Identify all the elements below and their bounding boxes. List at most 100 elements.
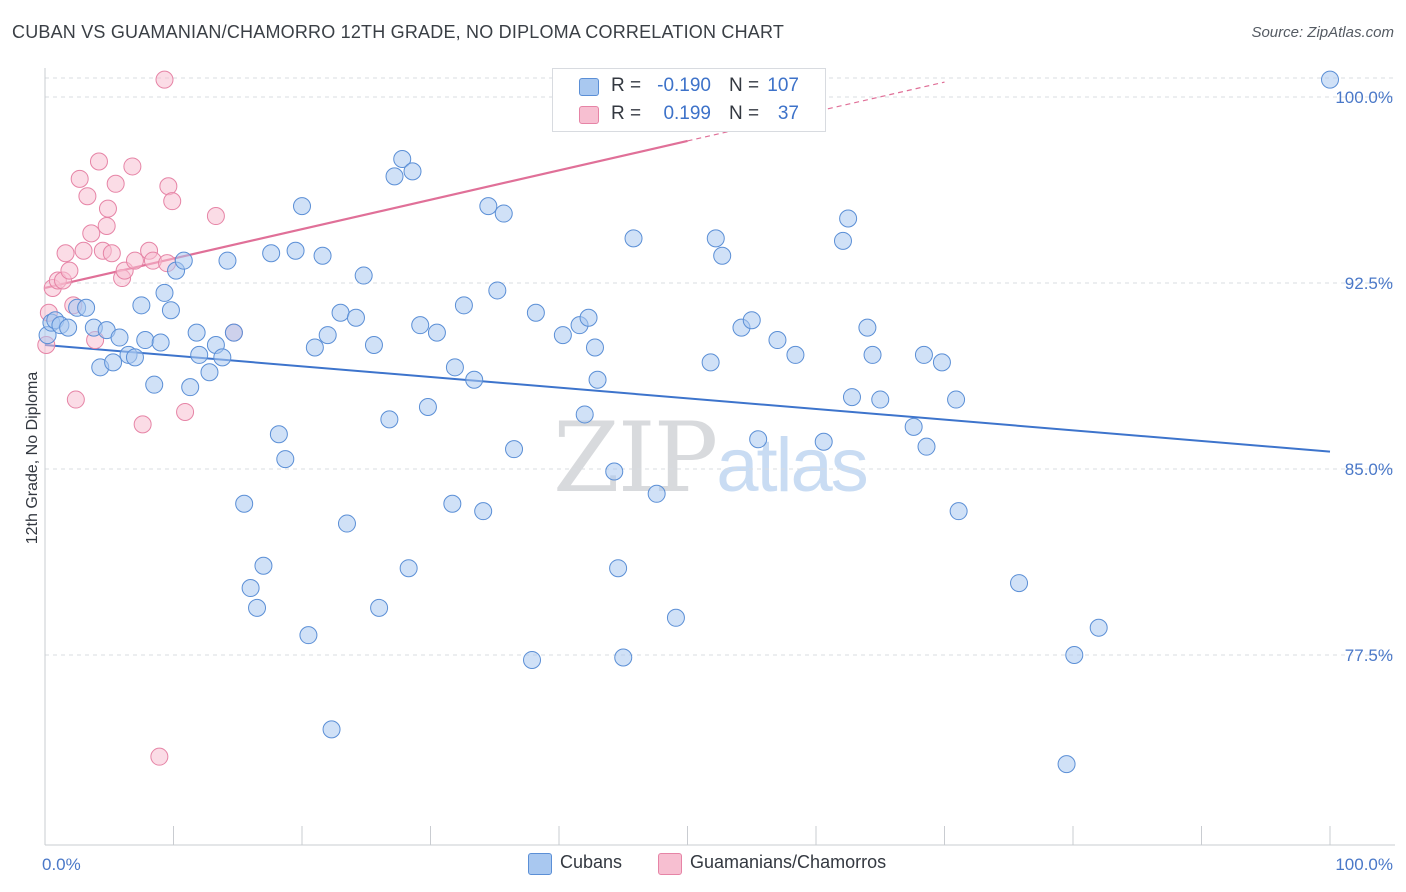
legend-r-label: R = [611,103,642,124]
legend-swatch-guamanians [658,853,682,875]
source-credit: Source: ZipAtlas.com [1251,24,1394,41]
cuban-point [385,167,404,186]
cuban-point [213,348,232,367]
cuban-point [713,246,732,265]
guamanian-point [60,261,79,280]
guamanian-point [150,747,169,766]
cuban-point [505,440,524,459]
x-tick-label: 100.0% [1335,855,1393,874]
cuban-point [322,720,341,739]
cuban-point [814,432,833,451]
cuban-point [248,598,267,617]
y-tick-label: 92.5% [1345,274,1393,293]
cuban-point [224,323,243,342]
cuban-point [666,608,685,627]
cuban-point [241,579,260,598]
cuban-point [605,462,624,481]
legend-row-cubans: R = -0.190 N = 107 [553,72,825,100]
cuban-point [947,390,966,409]
legend-row-guamanians: R = 0.199 N = 37 [553,100,825,128]
legend-n-label: N = [729,103,760,124]
cuban-point [553,326,572,345]
cuban-point [59,318,78,337]
cuban-point [331,303,350,322]
cuban-point [136,331,155,350]
guamanian-point [163,192,182,211]
legend-swatch-cubans [528,853,552,875]
cuban-point [454,296,473,315]
cubans-trend-line [44,344,1331,453]
cuban-point [235,494,254,513]
cuban-point [151,333,170,352]
cuban-point [949,502,968,521]
cuban-point [364,336,383,354]
legend-swatch-blue [579,78,599,96]
cuban-point [161,301,180,320]
cuban-point [624,229,643,248]
cuban-point [833,231,852,250]
cuban-point [269,425,288,444]
watermark-atlas: atlas [716,423,869,508]
guamanian-point [176,402,195,421]
cuban-point [786,345,805,364]
cuban-point [609,559,628,578]
cuban-point [181,378,200,397]
cuban-point [370,598,389,617]
cuban-point [190,345,209,364]
guamanian-point [125,251,144,270]
axis-labels: 77.5% 85.0% 92.5% 100.0% 0.0% 100.0% 12th Grad… [24,88,1393,874]
cuban-point [842,388,861,407]
y-tick-label: 100.0% [1335,88,1393,107]
cuban-point [346,308,365,327]
guamanian-point [82,224,101,243]
legend-label-guamanians: Guamanians/Chamorros [690,852,887,872]
guamanian-point [78,187,97,206]
cuban-point [839,209,858,228]
cuban-point [465,370,484,389]
legend-n-value: 107 [767,75,799,96]
guamanian-point [159,177,178,196]
cuban-point [614,648,633,667]
guamanian-point [206,207,225,226]
legend-n-label: N = [729,75,760,96]
guamanian-point [56,244,75,263]
cuban-point [588,370,607,389]
cuban-point [418,398,437,416]
cuban-point [145,375,164,394]
cuban-point [155,283,174,302]
cuban-point [488,281,507,300]
gridlines [45,77,1395,656]
guamanian-trend-extension [687,81,945,142]
cuban-point [701,353,720,372]
cuban-point [262,244,281,263]
cuban-point [768,331,787,350]
guamanian-point [98,199,117,218]
legend-n-value: 37 [777,103,799,124]
cuban-point [104,353,123,372]
legend-swatch-pink [579,106,599,124]
cuban-point [932,353,951,372]
cuban-point [313,246,332,265]
axes [44,68,1395,846]
y-axis-label: 12th Grade, No Diploma [24,372,41,545]
cuban-point [523,650,542,669]
cuban-point [526,303,545,322]
guamanian-point [89,152,108,171]
guamanian-point [66,390,85,409]
guamanian-point [97,216,116,235]
cuban-point [187,323,206,342]
cuban-point [585,338,604,357]
guamanian-points [37,70,243,766]
cuban-point [125,348,144,367]
cuban-point [1057,755,1076,774]
cuban-point [393,150,412,168]
y-tick-label: 77.5% [1345,646,1393,665]
legend-r-label: R = [611,75,642,96]
x-tick-label: 0.0% [42,855,81,874]
cuban-point [276,450,295,469]
cuban-point [479,197,498,216]
guamanian-point [70,169,89,188]
cuban-points [38,70,1339,774]
cuban-point [914,345,933,364]
